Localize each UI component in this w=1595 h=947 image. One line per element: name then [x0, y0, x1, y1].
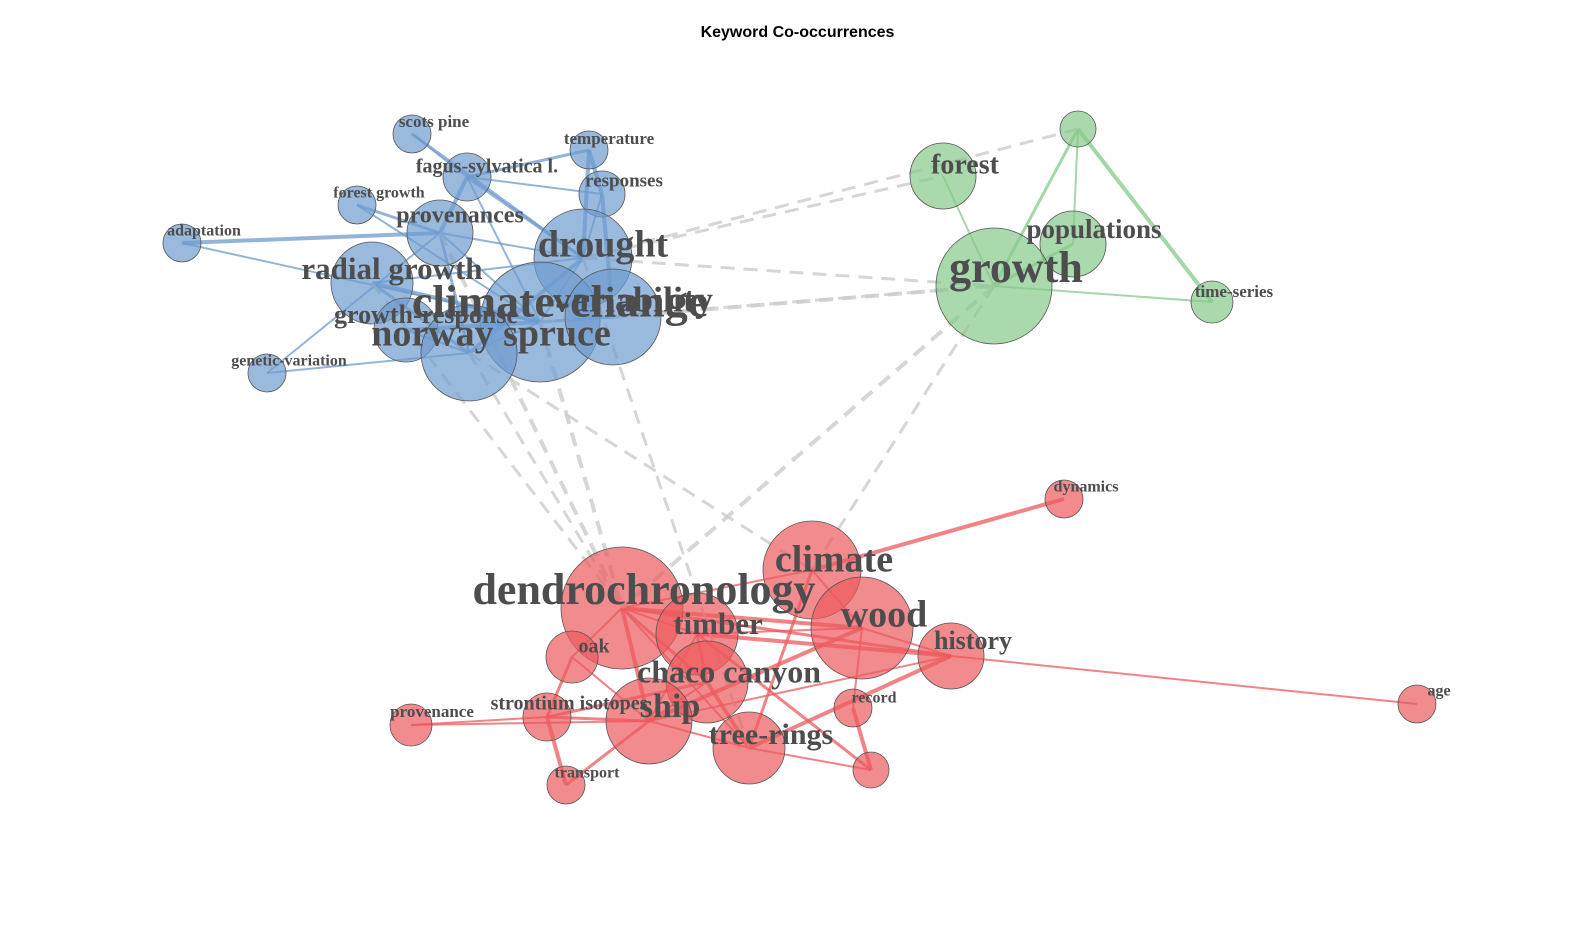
node-label: forest growth [333, 185, 424, 202]
node-circle[interactable] [1397, 684, 1437, 724]
node-circle[interactable] [162, 223, 202, 263]
node-label: populations [1026, 214, 1161, 244]
chart-title: Keyword Co-occurrences [700, 24, 895, 41]
edge [582, 127, 1079, 260]
node-label: provenances [396, 203, 524, 229]
node-circle[interactable] [569, 130, 609, 170]
node-circle[interactable] [605, 677, 693, 765]
node-label: norway spruce [371, 313, 611, 355]
node-circle[interactable] [389, 703, 433, 747]
node-label: variability [553, 279, 713, 319]
node-circle[interactable] [1039, 210, 1107, 278]
edge [582, 174, 944, 260]
node-label: age [1427, 683, 1450, 700]
node-circle[interactable] [917, 622, 985, 690]
node-label: chaco canyon [637, 653, 821, 689]
edge [467, 352, 624, 609]
node-label: growth [949, 243, 1083, 292]
node-circle[interactable] [1044, 479, 1084, 519]
node-circle[interactable] [712, 711, 786, 785]
node-label: genetic-variation [231, 353, 347, 370]
edge [950, 655, 1418, 705]
node-label: radial growth [301, 251, 482, 286]
node-label: history [934, 626, 1012, 655]
node-label: provenance [390, 702, 474, 721]
node-label: oak [578, 636, 610, 658]
node-circle[interactable] [442, 152, 492, 202]
node-label: ship [640, 688, 701, 725]
node-circle[interactable] [1059, 110, 1097, 148]
node-label: tree-rings [709, 718, 833, 751]
node-circle[interactable] [810, 576, 914, 680]
edge [620, 284, 996, 610]
edge [1076, 127, 1214, 304]
edge [438, 232, 624, 609]
node-label: dynamics [1054, 479, 1119, 496]
label-layer: scots pine temperature fagus-sylvatica l. f… [167, 112, 1450, 782]
node-label: climate-change [412, 276, 708, 327]
edge [181, 231, 441, 245]
node-circle[interactable] [337, 185, 377, 225]
edge [468, 351, 813, 572]
node-circle[interactable] [909, 142, 977, 210]
node-label: temperature [564, 129, 655, 148]
node-circle[interactable] [546, 765, 586, 805]
node-label: wood [841, 594, 928, 636]
node-label: transport [555, 765, 621, 782]
node-circle[interactable] [247, 353, 287, 393]
node-label: record [851, 690, 896, 707]
node-circle[interactable] [935, 227, 1053, 345]
node-circle[interactable] [406, 199, 474, 267]
node-label: growth-response [334, 300, 518, 329]
node-circle[interactable] [833, 688, 873, 728]
node-circle[interactable] [522, 692, 572, 742]
node-label: fagus-sylvatica l. [416, 156, 558, 178]
node-circle[interactable] [1190, 280, 1234, 324]
node-label: forest [931, 149, 1000, 180]
edge [581, 257, 751, 749]
node-label: climate [775, 539, 893, 581]
node-label: drought [538, 224, 669, 266]
node-circle[interactable] [564, 268, 662, 366]
node-circle[interactable] [545, 630, 599, 684]
node-label: scots pine [399, 112, 470, 131]
node-label: timber [673, 606, 763, 641]
node-label: adaptation [167, 223, 241, 240]
node-layer [162, 110, 1437, 805]
node-label: strontium isotopes [491, 693, 648, 715]
node-circle[interactable] [392, 114, 432, 154]
node-circle[interactable] [420, 304, 518, 402]
node-label: dendrochronology [472, 565, 815, 614]
node-label: responses [585, 170, 663, 191]
node-circle[interactable] [852, 751, 890, 789]
node-label: time-series [1195, 282, 1274, 301]
